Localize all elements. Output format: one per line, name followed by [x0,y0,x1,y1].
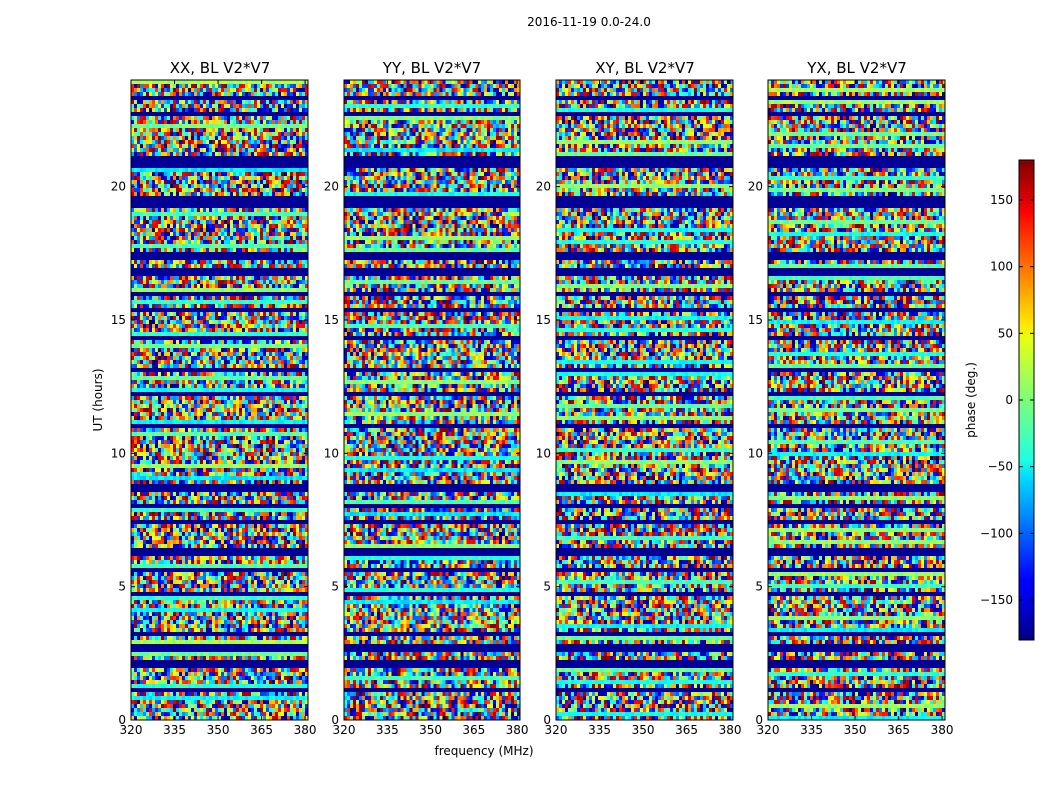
y-tick-label: 0 [118,713,126,727]
x-ticks-1: 320 335 350 365 380 [333,80,529,737]
y-tick-label: 20 [324,180,339,194]
y-ticks-1: 0 5 10 15 20 [324,180,520,727]
x-ticks-3: 320 335 350 365 380 [757,80,954,737]
x-tick-label: 350 [207,723,230,737]
y-tick-label: 20 [536,180,551,194]
y-tick-label: 10 [111,446,126,460]
panel-0: XX, BL V2*V7 320 335 350 365 380 0 5 10 15 20 [111,59,317,737]
colorbar-ticks: −150 −100 −50 0 50 100 150 [980,193,1034,607]
y-tick-label: 15 [536,313,551,327]
heatmap-image-2 [556,80,733,720]
x-axis-label: frequency (MHz) [434,744,533,758]
x-tick-label: 350 [632,723,655,737]
y-tick-label: 15 [324,313,339,327]
y-ticks-2: 0 5 10 15 20 [536,180,733,727]
x-tick-label: 335 [376,723,399,737]
panel-heatmap-1 [344,80,520,720]
y-tick-label: 5 [118,580,126,594]
panel-frame-2 [555,79,734,721]
x-tick-label: 365 [675,723,698,737]
x-tick-label: 380 [294,723,317,737]
panel-frame-3 [767,79,946,721]
panel-heatmap-2 [556,80,733,720]
colorbar-tick-label: 100 [990,260,1013,274]
y-tick-label: 0 [543,713,551,727]
x-tick-label: 335 [163,723,186,737]
colorbar-tick-label: 50 [998,326,1013,340]
colorbar-tick-label: −150 [980,593,1013,607]
y-tick-label: 5 [543,580,551,594]
y-tick-label: 10 [536,446,551,460]
panel-heatmap-0 [131,80,308,720]
x-tick-label: 320 [333,723,356,737]
x-tick-label: 335 [588,723,611,737]
colorbar-tick-label: 150 [990,193,1013,207]
colorbar-tick-label: −50 [988,460,1013,474]
panel-title-0: XX, BL V2*V7 [170,59,271,77]
y-tick-label: 10 [748,446,763,460]
panel-3: YX, BL V2*V7 320 335 350 365 380 0 5 10 15 20 [748,59,954,737]
panel-title-1: YY, BL V2*V7 [382,59,481,77]
heatmap-image-0 [131,80,308,720]
y-tick-label: 10 [324,446,339,460]
colorbar-label: phase (deg.) [964,362,978,438]
x-tick-label: 320 [757,723,780,737]
y-tick-label: 15 [748,313,763,327]
y-tick-label: 20 [748,180,763,194]
y-tick-label: 5 [755,580,763,594]
panel-2: XY, BL V2*V7 320 335 350 365 380 0 5 10 15 20 [536,59,742,737]
panel-title-3: YX, BL V2*V7 [806,59,907,77]
x-tick-label: 365 [887,723,910,737]
colorbar-tick-label: 0 [1005,393,1013,407]
x-tick-label: 380 [931,723,954,737]
y-ticks-0: 0 5 10 15 20 [111,180,308,727]
x-tick-label: 320 [545,723,568,737]
y-tick-label: 0 [755,713,763,727]
x-tick-label: 380 [506,723,529,737]
figure-suptitle: 2016-11-19 0.0-24.0 [527,15,651,29]
x-ticks-0: 320 335 350 365 380 [120,80,317,737]
y-axis-label: UT (hours) [91,368,105,431]
colorbar: −150 −100 −50 0 50 100 150 phase (deg.) [964,159,1035,641]
panel-heatmap-3 [768,80,945,720]
x-tick-label: 350 [844,723,867,737]
panel-title-2: XY, BL V2*V7 [595,59,695,77]
heatmap-image-1 [344,80,520,720]
x-tick-label: 335 [800,723,823,737]
y-tick-label: 5 [331,580,339,594]
y-tick-label: 15 [111,313,126,327]
panel-frame-1 [343,79,521,721]
x-tick-label: 380 [719,723,742,737]
colorbar-tick-label: −100 [980,526,1013,540]
y-tick-label: 20 [111,180,126,194]
x-tick-label: 320 [120,723,143,737]
x-ticks-2: 320 335 350 365 380 [545,80,742,737]
panel-frame-0 [130,79,309,721]
x-tick-label: 365 [250,723,273,737]
x-tick-label: 350 [419,723,442,737]
y-ticks-3: 0 5 10 15 20 [748,180,945,727]
heatmap-image-3 [768,80,945,720]
x-tick-label: 365 [462,723,485,737]
y-tick-label: 0 [331,713,339,727]
panel-1: YY, BL V2*V7 320 335 350 365 380 0 5 10 15 20 [324,59,529,737]
